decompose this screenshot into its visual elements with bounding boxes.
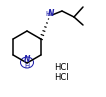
- Text: N: N: [48, 10, 55, 19]
- Text: H: H: [45, 11, 50, 17]
- Text: H: H: [24, 62, 30, 68]
- Text: HCl: HCl: [54, 72, 69, 81]
- Text: HCl: HCl: [54, 64, 69, 72]
- Text: N: N: [24, 55, 30, 64]
